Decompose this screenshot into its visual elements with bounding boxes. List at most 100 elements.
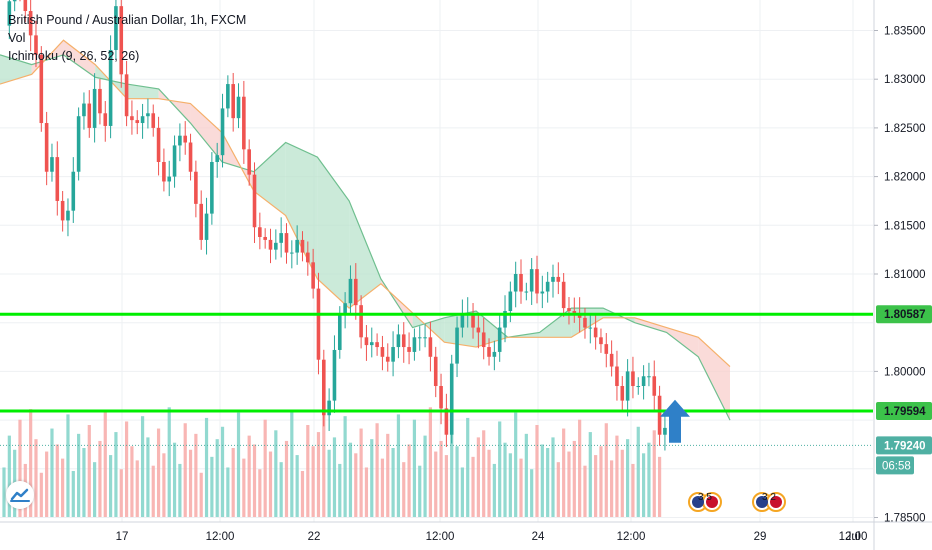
candle-body	[433, 356, 438, 387]
candle-body	[172, 145, 177, 177]
volume-bar	[226, 467, 230, 517]
volume-bar	[114, 432, 118, 517]
volume-bar	[263, 419, 267, 517]
candle-body	[98, 88, 102, 114]
candle-body	[604, 344, 609, 354]
volume-bar	[418, 465, 422, 517]
volume-bar	[204, 417, 209, 517]
candle-body	[657, 395, 662, 435]
candle-body	[620, 386, 625, 401]
event-marker[interactable]: 3 5	[688, 492, 722, 512]
volume-bar	[466, 417, 470, 517]
volume-bar	[284, 440, 289, 517]
volume-bar	[135, 460, 139, 517]
volume-bar	[93, 462, 97, 517]
volume-bar	[316, 432, 321, 517]
candle-body	[652, 376, 657, 396]
price-tick-label: 1.83500	[884, 26, 926, 38]
time-tick-label: 12:00	[206, 531, 235, 543]
candle-body	[258, 227, 262, 237]
time-tick-label: 29	[754, 531, 767, 543]
volume-bar	[620, 449, 624, 517]
candle-body	[71, 171, 76, 211]
candle-body	[583, 317, 587, 328]
candle-body	[44, 123, 49, 172]
candle-body	[327, 400, 331, 416]
candle-body	[423, 337, 427, 339]
candle-body	[50, 157, 54, 172]
volume-bar	[444, 455, 448, 517]
volume-bar	[103, 410, 107, 517]
volume-bar	[610, 460, 614, 517]
candle-body	[380, 347, 385, 357]
candle-body	[476, 327, 481, 333]
volume-bar	[178, 463, 182, 517]
volume-bar	[370, 439, 374, 517]
tradingview-logo-icon[interactable]	[6, 481, 34, 509]
candle-body	[215, 155, 219, 162]
candle-body	[103, 113, 108, 126]
candle-body	[641, 376, 646, 387]
volume-bar	[268, 451, 273, 517]
volume-bar	[98, 440, 102, 517]
candle-body	[396, 334, 401, 348]
volume-bar	[7, 435, 11, 517]
price-tick-label: 1.78500	[884, 513, 926, 525]
volume-bar	[657, 456, 662, 517]
event-count-label: 3 2	[762, 492, 776, 503]
volume-bar	[642, 453, 646, 517]
time-tick-label: 12:00	[617, 531, 646, 543]
time-tick-label: 24	[532, 531, 545, 543]
candle-body	[124, 74, 129, 117]
candle-body	[167, 176, 172, 182]
volume-bar	[215, 439, 219, 517]
candle-body	[39, 54, 44, 124]
kumo-segment	[634, 317, 667, 333]
volume-bar	[119, 469, 123, 517]
candle-body	[385, 356, 390, 362]
volume-bar	[327, 449, 331, 517]
candle-body	[401, 334, 406, 348]
candle-body	[508, 291, 513, 312]
price-tick-label: 1.82500	[884, 123, 926, 135]
candle-body	[135, 120, 140, 124]
volume-bar	[439, 440, 443, 517]
volume-bar	[540, 444, 544, 517]
volume-bar	[428, 407, 432, 517]
volume-bar	[423, 435, 427, 517]
volume-bar	[615, 435, 619, 517]
volume-bar	[167, 407, 171, 517]
candle-body	[412, 337, 417, 352]
ichimoku-indicator-label: Ichimoku (9, 26, 52, 26)	[8, 49, 140, 63]
candle-body	[28, 11, 33, 36]
candle-body	[369, 342, 374, 346]
volume-bar	[482, 430, 486, 517]
volume-bar	[311, 446, 315, 517]
candle-body	[599, 337, 603, 345]
candle-body	[295, 239, 299, 253]
candle-body	[625, 371, 630, 401]
volume-bar	[77, 433, 81, 517]
candle-body	[87, 103, 92, 128]
level-price-tag-bg	[876, 305, 932, 324]
kumo-segment	[698, 337, 730, 421]
volume-bar	[359, 428, 363, 517]
volume-bar	[562, 428, 566, 517]
volume-bar	[402, 462, 406, 517]
flag-fill	[692, 496, 704, 508]
volume-bar	[332, 437, 337, 517]
volume-bar	[412, 419, 417, 517]
volume-bar	[594, 455, 598, 517]
current-price-tag: 1.79240	[884, 440, 926, 452]
candle-body	[146, 113, 150, 117]
kumo-segment	[190, 103, 223, 162]
volume-bar	[162, 453, 166, 517]
volume-bar	[140, 416, 145, 517]
candle-body	[375, 342, 379, 348]
candle-body	[428, 337, 433, 357]
event-marker[interactable]: 3 2	[752, 492, 786, 512]
volume-bar	[460, 467, 464, 517]
volume-bar	[476, 437, 480, 517]
volume-bar	[109, 455, 113, 517]
